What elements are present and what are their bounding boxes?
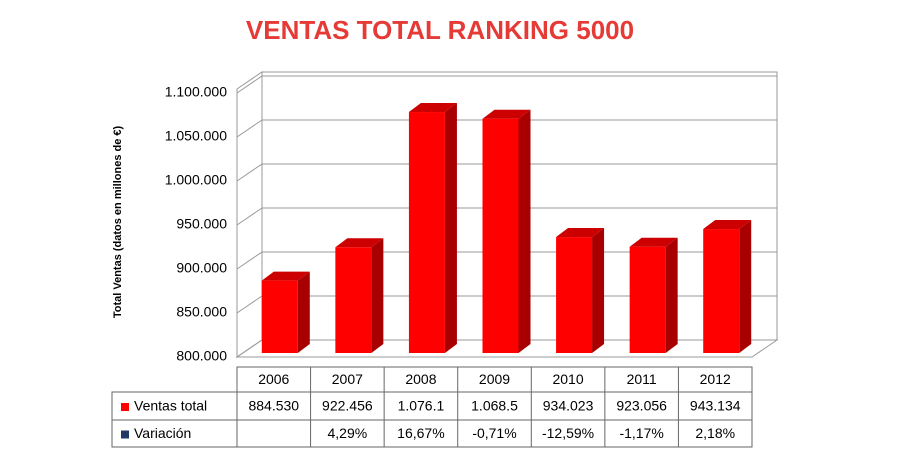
bar-top	[556, 228, 605, 238]
x-tick-label: 2006	[258, 371, 289, 387]
table-cell: 2,18%	[695, 425, 735, 441]
table-cell: -1,17%	[619, 425, 663, 441]
bar	[482, 118, 519, 353]
x-tick-label: 2010	[552, 371, 583, 387]
y-tick-label: 1.000.000	[165, 172, 227, 188]
x-tick-label: 2009	[479, 371, 510, 387]
legend-label: Variación	[134, 425, 191, 441]
y-tick-label: 1.100.000	[165, 84, 227, 100]
table-cell: 4,29%	[328, 425, 368, 441]
grid-line	[236, 251, 777, 270]
y-tick-label: 950.000	[176, 216, 227, 232]
x-tick-label: 2011	[627, 371, 657, 387]
bar	[335, 247, 372, 353]
bar	[261, 280, 298, 353]
bar-side	[592, 228, 605, 353]
x-tick-label: 2008	[405, 371, 436, 387]
chart-title: VENTAS TOTAL RANKING 5000	[246, 15, 634, 45]
legend-label: Ventas total	[134, 398, 207, 414]
grid-line	[236, 207, 777, 226]
bar-side	[297, 271, 310, 353]
bar-top	[408, 103, 457, 113]
bar-top	[703, 220, 752, 230]
bar-side	[739, 220, 752, 353]
table-cell: 1.068.5	[471, 398, 518, 414]
grid-line	[236, 119, 777, 138]
bar-top	[261, 271, 310, 281]
table-cell: 1.076.1	[398, 398, 445, 414]
bar-side	[518, 109, 531, 353]
y-tick-label: 900.000	[176, 260, 227, 276]
grid-line	[236, 163, 777, 182]
legend-swatch	[121, 403, 129, 411]
bar-top	[482, 109, 531, 119]
y-axis-label: Total Ventas (datos en millones de €)	[112, 125, 124, 318]
bar-side	[371, 238, 384, 353]
table-cell: 923.056	[616, 398, 667, 414]
bar-side	[665, 237, 678, 353]
table-cell: 922.456	[322, 398, 373, 414]
x-tick-label: 2007	[332, 371, 363, 387]
table-cell: 16,67%	[397, 425, 444, 441]
bar	[556, 237, 593, 353]
y-tick-label: 850.000	[176, 304, 227, 320]
bar	[408, 112, 445, 353]
table-cell: 884.530	[248, 398, 299, 414]
grid-line	[236, 75, 777, 94]
table-cell: 934.023	[543, 398, 594, 414]
table-cell: -0,71%	[472, 425, 516, 441]
bar-side	[444, 103, 457, 353]
side-wall	[236, 71, 263, 358]
bar	[703, 229, 740, 353]
table-cell: 943.134	[690, 398, 741, 414]
table-cell: -12,59%	[542, 425, 594, 441]
y-tick-label: 800.000	[176, 348, 227, 364]
y-tick-label: 1.050.000	[165, 128, 227, 144]
bar-top	[335, 238, 384, 248]
legend-swatch	[121, 430, 129, 439]
x-tick-label: 2012	[700, 371, 731, 387]
bar-top	[629, 237, 678, 247]
bar	[629, 246, 666, 353]
